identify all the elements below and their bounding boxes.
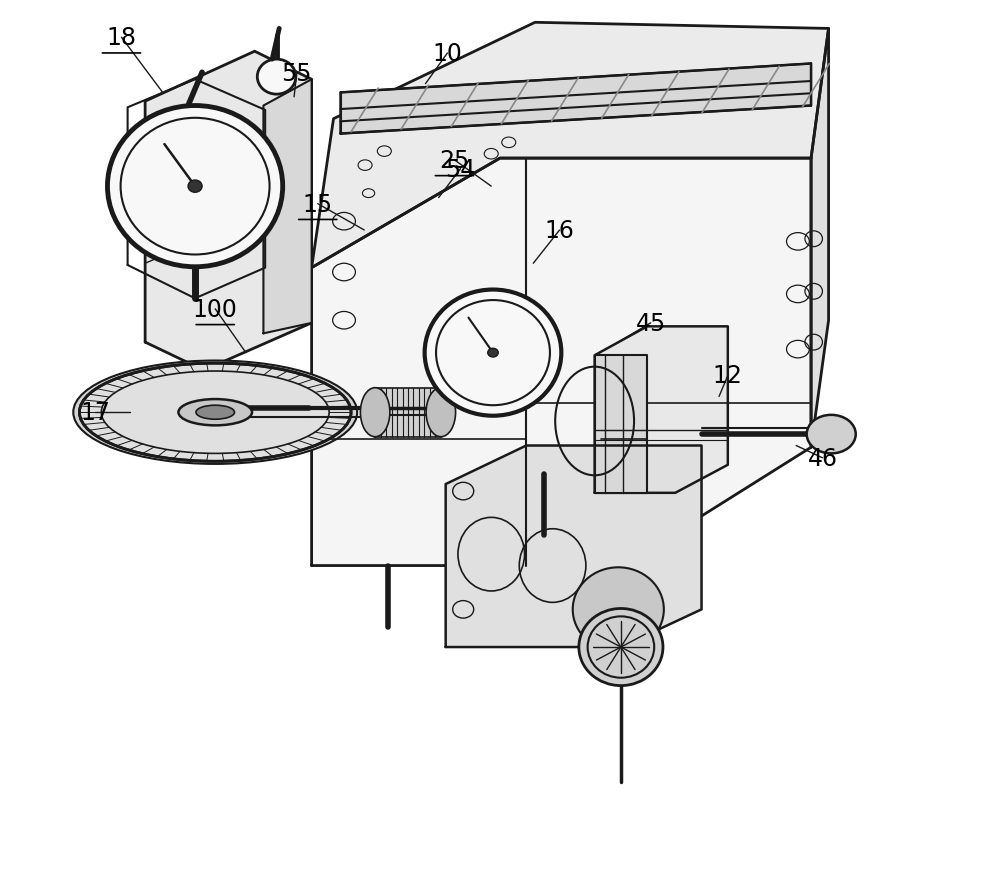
Polygon shape	[446, 446, 702, 647]
Text: 46: 46	[807, 446, 837, 471]
Ellipse shape	[579, 608, 663, 686]
Polygon shape	[312, 24, 829, 269]
Ellipse shape	[196, 406, 235, 420]
Ellipse shape	[807, 415, 856, 454]
Text: 25: 25	[439, 148, 470, 173]
Ellipse shape	[426, 388, 456, 437]
Text: 54: 54	[445, 157, 476, 182]
Polygon shape	[595, 356, 647, 493]
Ellipse shape	[178, 399, 252, 426]
Ellipse shape	[73, 361, 357, 464]
Ellipse shape	[425, 291, 561, 416]
Polygon shape	[263, 80, 312, 334]
Ellipse shape	[79, 363, 351, 462]
Ellipse shape	[360, 388, 390, 437]
Text: 16: 16	[545, 219, 575, 242]
Ellipse shape	[488, 349, 498, 357]
Polygon shape	[341, 64, 811, 134]
Polygon shape	[145, 52, 312, 371]
Text: 100: 100	[193, 298, 238, 321]
Text: 12: 12	[713, 364, 743, 388]
Ellipse shape	[573, 568, 664, 651]
Text: 45: 45	[636, 312, 666, 335]
Text: 18: 18	[106, 26, 136, 50]
Text: 15: 15	[303, 192, 333, 216]
Text: 10: 10	[432, 42, 462, 66]
Polygon shape	[375, 388, 441, 437]
Ellipse shape	[257, 60, 296, 95]
Text: 17: 17	[80, 400, 110, 425]
Ellipse shape	[188, 181, 202, 193]
Polygon shape	[811, 29, 829, 448]
Text: 55: 55	[281, 62, 312, 86]
Polygon shape	[595, 327, 728, 493]
Polygon shape	[312, 159, 811, 566]
Ellipse shape	[107, 106, 283, 268]
